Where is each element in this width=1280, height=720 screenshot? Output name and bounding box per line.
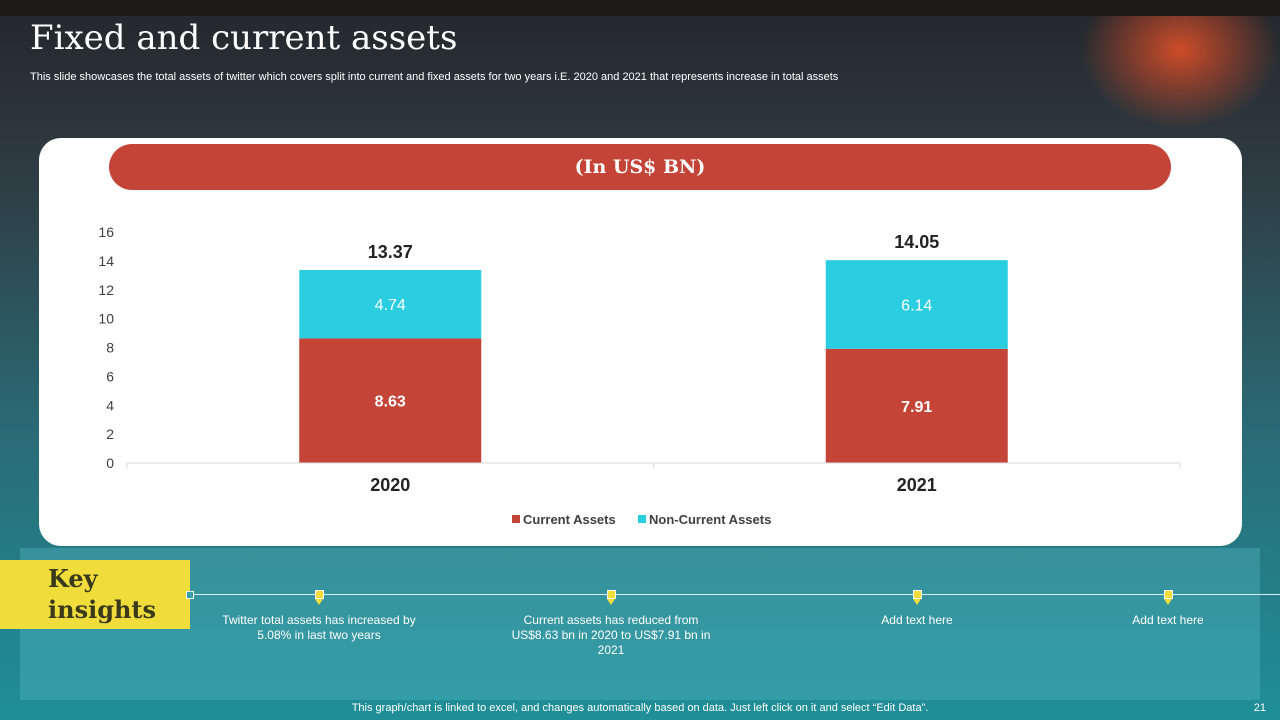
down-arrow-icon	[1164, 599, 1172, 605]
page-number: 21	[1253, 702, 1266, 714]
insight-text: Twitter total assets has increased by 5.…	[222, 613, 416, 642]
total-label: 14.05	[894, 232, 939, 252]
y-tick-label: 4	[106, 397, 114, 413]
down-arrow-icon	[607, 599, 615, 605]
data-label: 6.14	[901, 297, 932, 314]
timeline-marker	[607, 590, 616, 599]
bar-segment	[825, 348, 1008, 463]
bar-segment	[299, 269, 482, 339]
timeline-marker	[1164, 590, 1173, 599]
page-subtitle: This slide showcases the total assets of…	[30, 71, 839, 83]
insights-panel	[20, 548, 1260, 700]
bar-segment	[299, 338, 482, 463]
insight-text: Current assets has reduced from US$8.63 …	[511, 613, 711, 657]
data-label: 7.91	[901, 399, 932, 416]
data-label: 8.63	[375, 394, 406, 411]
chart-card	[39, 138, 1242, 546]
top-bar	[0, 0, 1280, 16]
key-insights-heading: Key insights	[48, 564, 157, 624]
total-label: 13.37	[368, 242, 413, 262]
unit-banner: (In US$ BN)	[109, 144, 1171, 190]
x-tick-label: 2021	[897, 475, 937, 495]
page-title: Fixed and current assets	[30, 18, 458, 58]
footer-note: This graph/chart is linked to excel, and…	[351, 702, 929, 714]
legend-swatch	[638, 515, 646, 523]
y-tick-label: 10	[98, 311, 114, 327]
y-tick-label: 0	[106, 455, 114, 471]
key-insights-box	[0, 560, 190, 629]
y-tick-label: 6	[106, 368, 114, 384]
insight-text: Add text here	[881, 613, 953, 627]
legend-label: Non-Current Assets	[649, 512, 771, 527]
y-tick-label: 2	[106, 426, 114, 442]
legend-label: Current Assets	[523, 512, 616, 527]
decorative-glow	[1080, 0, 1280, 130]
timeline-marker	[315, 590, 324, 599]
timeline-line	[190, 594, 1280, 595]
y-tick-label: 14	[98, 253, 114, 269]
timeline-start-marker	[186, 591, 194, 599]
bar-segment	[825, 260, 1008, 349]
y-tick-label: 8	[106, 340, 114, 356]
insight-text: Add text here	[1132, 613, 1204, 627]
down-arrow-icon	[913, 599, 921, 605]
down-arrow-icon	[315, 599, 323, 605]
y-tick-label: 12	[98, 282, 114, 298]
x-tick-label: 2020	[370, 475, 410, 495]
timeline-marker	[913, 590, 922, 599]
legend-swatch	[512, 515, 520, 523]
y-tick-label: 16	[98, 224, 114, 240]
data-label: 4.74	[375, 297, 406, 314]
